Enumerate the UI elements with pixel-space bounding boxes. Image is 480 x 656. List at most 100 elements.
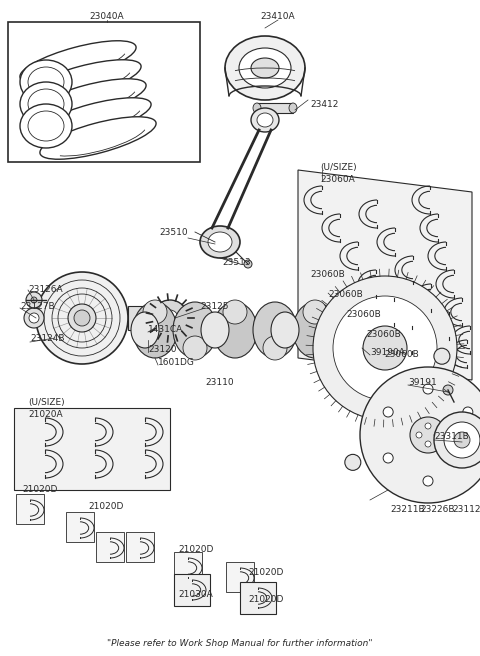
Text: 1431CA: 1431CA [148,325,183,334]
Ellipse shape [225,36,305,100]
Circle shape [313,276,457,420]
Ellipse shape [251,108,279,132]
Ellipse shape [200,226,240,258]
Ellipse shape [213,302,257,358]
Ellipse shape [173,302,217,358]
Text: 23060A: 23060A [320,175,355,184]
Ellipse shape [28,67,64,97]
Bar [96,532,124,562]
Ellipse shape [35,98,151,140]
Text: 23410A: 23410A [261,12,295,21]
Ellipse shape [20,41,136,83]
Ellipse shape [223,300,247,324]
Text: 21020D: 21020D [248,568,283,577]
Text: 23112: 23112 [452,505,480,514]
Circle shape [434,432,440,438]
Bar [16,494,44,524]
Ellipse shape [28,111,64,141]
Bar [128,306,148,330]
Ellipse shape [40,117,156,159]
Circle shape [342,326,350,334]
Bar [174,552,202,582]
Polygon shape [14,408,170,490]
Circle shape [423,384,433,394]
Text: 21020D: 21020D [88,502,123,511]
Ellipse shape [143,300,167,324]
Text: 23412: 23412 [310,100,338,109]
Ellipse shape [271,312,299,348]
Text: 21020D: 21020D [22,485,58,494]
Text: 23125: 23125 [200,302,228,311]
Ellipse shape [20,82,72,126]
Ellipse shape [293,302,337,358]
Text: 23510: 23510 [159,228,188,237]
Ellipse shape [28,89,64,119]
Ellipse shape [263,336,287,360]
Ellipse shape [338,302,386,358]
Circle shape [26,292,42,308]
Text: 21020D: 21020D [178,545,214,554]
Text: 23311B: 23311B [434,432,469,441]
Circle shape [244,260,252,268]
Circle shape [374,326,382,334]
Text: 23060B: 23060B [328,290,363,299]
Circle shape [74,310,90,326]
Circle shape [383,407,393,417]
Ellipse shape [133,302,177,358]
Circle shape [36,272,128,364]
Bar [257,103,293,113]
Ellipse shape [20,104,72,148]
Text: 21020A: 21020A [28,410,62,419]
Circle shape [443,385,453,395]
Circle shape [31,297,37,303]
Circle shape [363,326,407,370]
Text: 1601DG: 1601DG [158,358,195,367]
Ellipse shape [303,300,327,324]
Circle shape [345,455,361,470]
Text: 21030A: 21030A [178,590,213,599]
Circle shape [425,423,431,429]
Circle shape [425,441,431,447]
Text: 23060B: 23060B [346,310,381,319]
Circle shape [463,407,473,417]
Text: (U/SIZE): (U/SIZE) [28,398,65,407]
Text: 39190A: 39190A [370,348,405,357]
Ellipse shape [253,302,297,358]
Bar [126,532,154,562]
Circle shape [152,300,188,336]
Text: 23060B: 23060B [366,330,401,339]
Ellipse shape [251,58,279,78]
Ellipse shape [253,103,261,113]
Circle shape [423,476,433,486]
Ellipse shape [341,312,369,348]
Text: 23060B: 23060B [310,270,345,279]
Text: "Please refer to Work Shop Manual for further information": "Please refer to Work Shop Manual for fu… [107,639,373,648]
Circle shape [444,422,480,458]
Circle shape [350,312,358,320]
Ellipse shape [30,79,146,121]
Text: 23120: 23120 [148,345,177,354]
Circle shape [350,340,358,348]
Ellipse shape [183,336,207,360]
Ellipse shape [333,302,377,358]
Circle shape [29,313,39,323]
Text: 23040A: 23040A [90,12,124,21]
Circle shape [416,432,422,438]
Ellipse shape [20,60,72,104]
Bar [135,320,370,340]
Circle shape [333,296,437,400]
Ellipse shape [239,48,291,88]
Ellipse shape [289,103,297,113]
Circle shape [68,304,96,332]
Circle shape [463,453,473,463]
Ellipse shape [257,113,273,127]
Text: 23126A: 23126A [28,285,62,294]
Circle shape [24,308,44,328]
Text: 23127B: 23127B [20,302,55,311]
Text: (U/SIZE): (U/SIZE) [320,163,357,172]
Circle shape [434,412,480,468]
Circle shape [162,310,178,326]
Circle shape [434,348,450,364]
Bar [66,512,94,542]
Circle shape [366,312,374,320]
